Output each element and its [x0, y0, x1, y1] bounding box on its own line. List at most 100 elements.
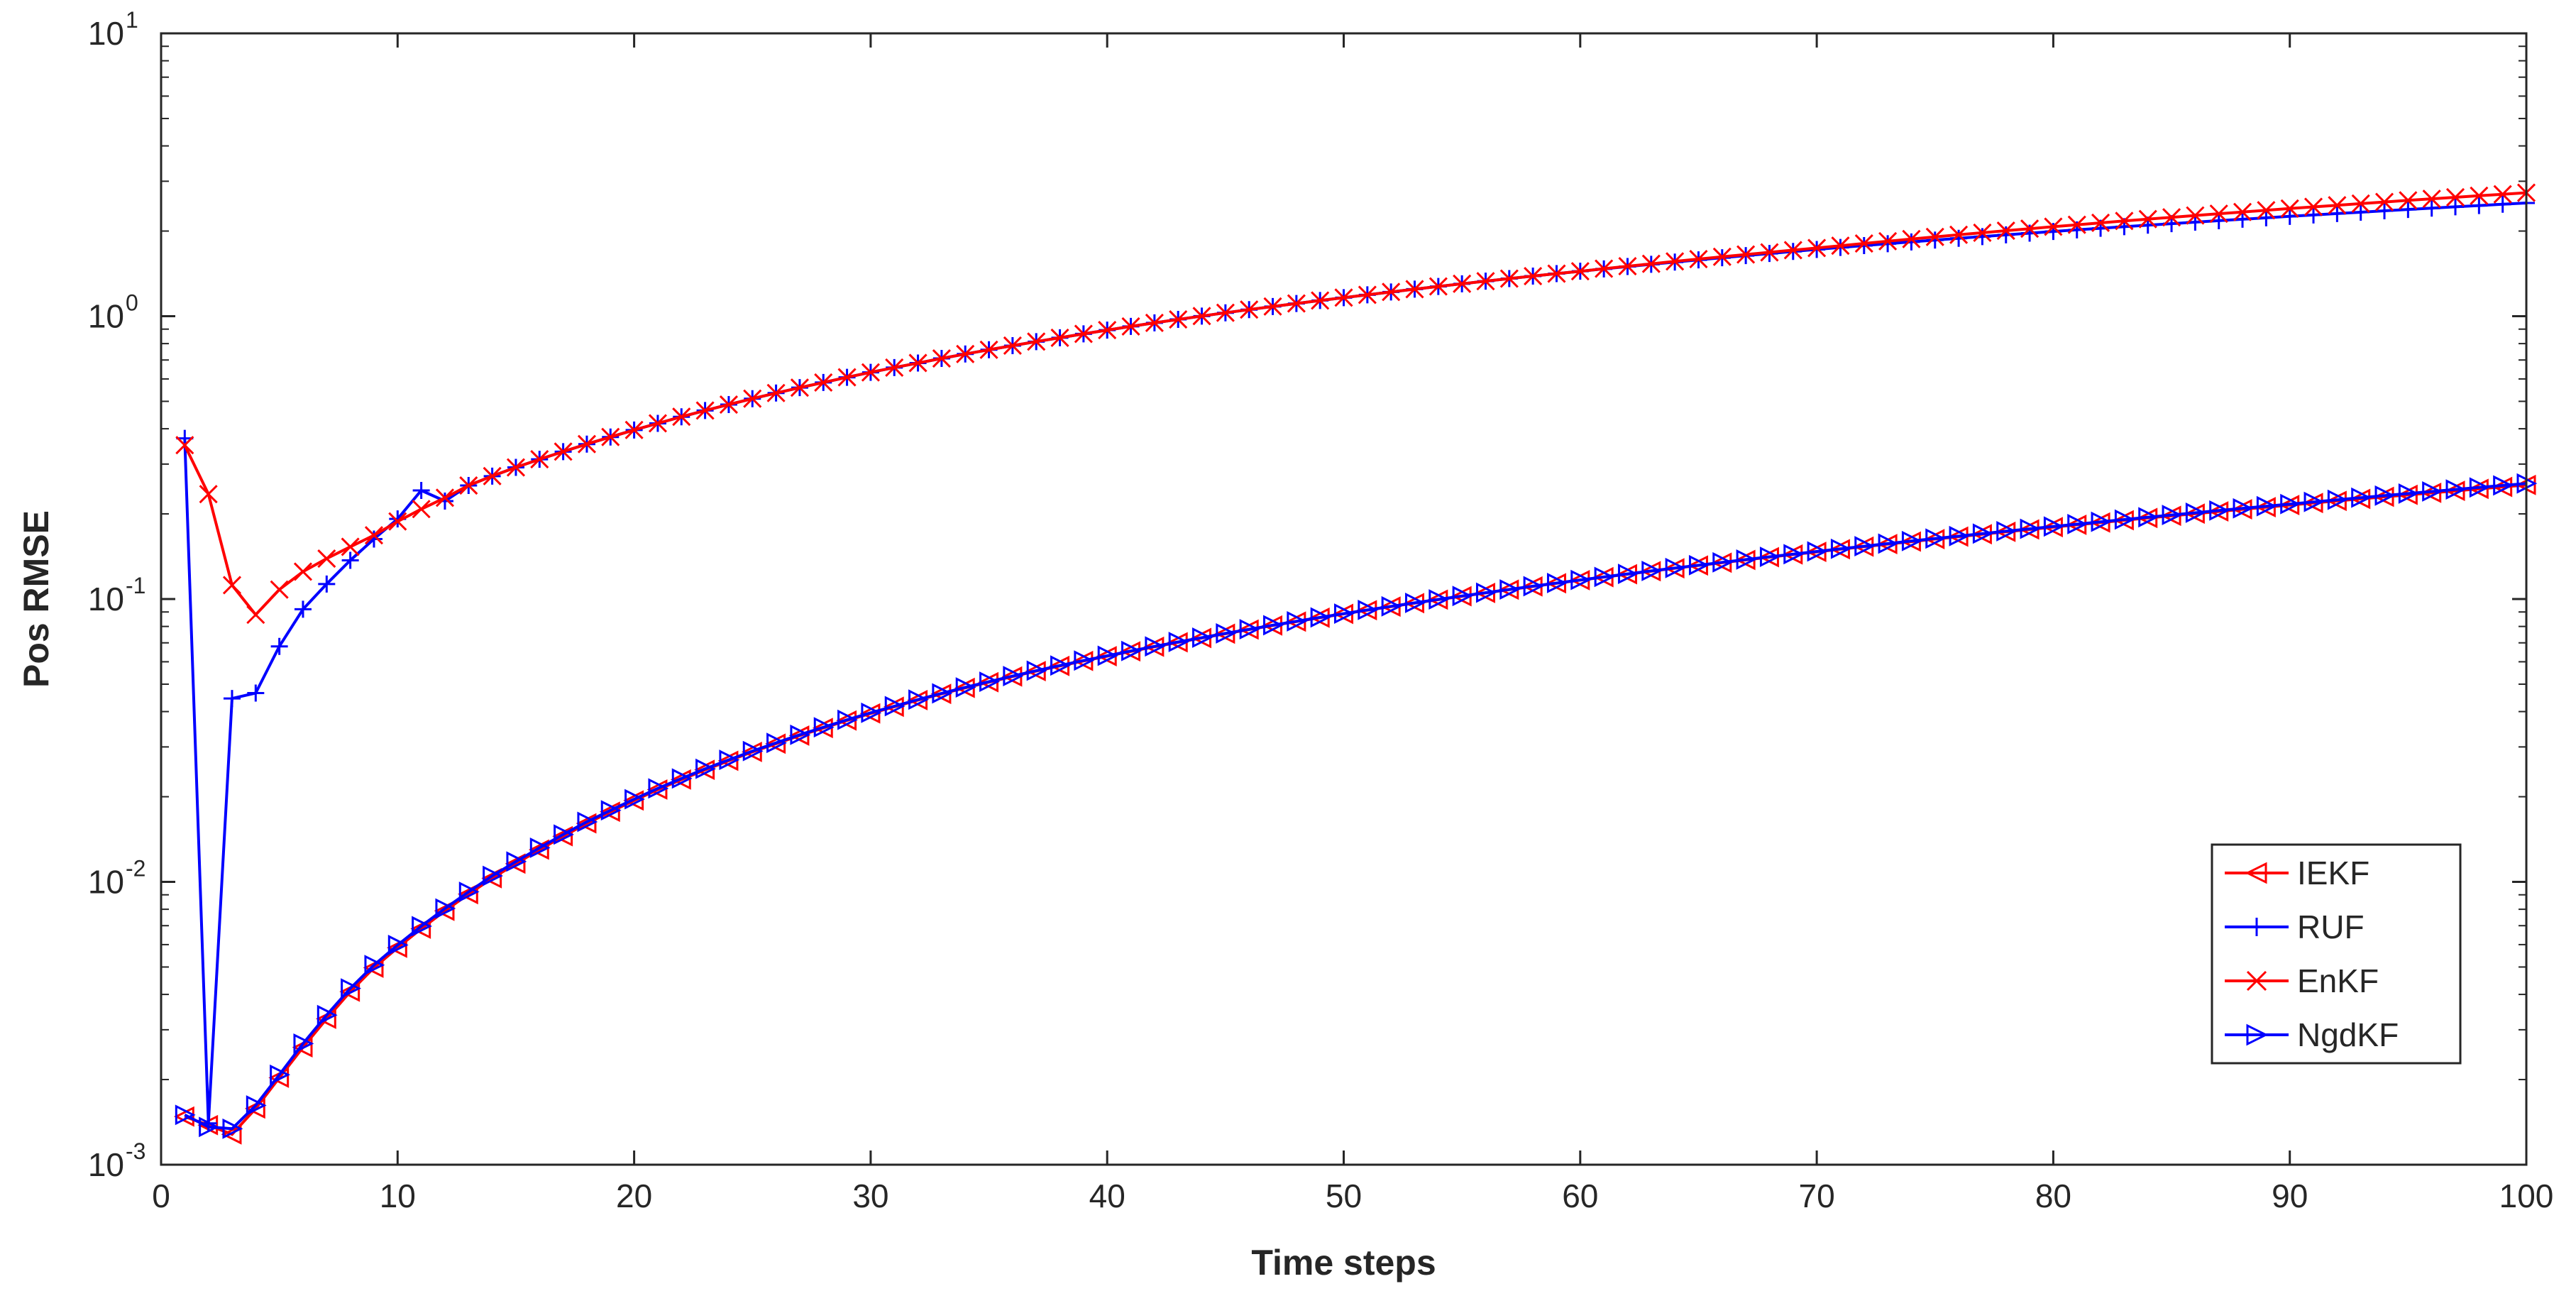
- data-point-ngdkf: [412, 916, 432, 937]
- x-tick-label: 30: [852, 1177, 888, 1214]
- data-point-ngdkf: [1452, 586, 1473, 607]
- data-point-ruf: [1950, 229, 1968, 247]
- data-point-ruf: [318, 575, 336, 593]
- data-point-enkf: [1169, 309, 1188, 329]
- data-point-ruf: [223, 690, 241, 708]
- data-point-enkf: [624, 420, 644, 439]
- data-point-enkf: [2374, 192, 2394, 212]
- data-point-ngdkf: [648, 778, 669, 799]
- data-point-iekf: [2396, 484, 2418, 505]
- data-point-ruf: [294, 600, 312, 618]
- data-point-iekf: [434, 900, 455, 921]
- data-point-ngdkf: [1546, 573, 1568, 593]
- data-point-enkf: [1098, 321, 1117, 340]
- legend-label: RUF: [2297, 908, 2365, 945]
- data-point-iekf: [2444, 480, 2465, 501]
- data-point-enkf: [1902, 229, 1921, 248]
- data-point-ngdkf: [1901, 530, 1922, 551]
- data-point-ruf: [1855, 237, 1873, 254]
- data-point-enkf: [719, 395, 738, 414]
- data-point-ngdkf: [908, 689, 929, 710]
- data-point-enkf: [317, 549, 336, 569]
- legend-item-ruf: RUF: [2225, 908, 2365, 945]
- data-point-ngdkf: [955, 677, 976, 698]
- x-tick-label: 0: [152, 1177, 170, 1214]
- data-point-ngdkf: [435, 898, 456, 919]
- legend-label: NgdKF: [2297, 1016, 2399, 1053]
- data-point-enkf: [601, 427, 620, 446]
- data-point-ngdkf: [577, 811, 598, 833]
- data-point-ngdkf: [1026, 660, 1047, 681]
- data-point-ngdkf: [387, 935, 409, 955]
- y-tick-label: 10: [88, 864, 124, 901]
- data-point-ngdkf: [1334, 603, 1355, 624]
- data-point-ruf: [2257, 209, 2275, 226]
- data-point-ngdkf: [341, 978, 361, 999]
- x-tick-label: 80: [2035, 1177, 2071, 1214]
- data-point-iekf: [576, 813, 597, 834]
- data-point-ngdkf: [2422, 481, 2443, 502]
- data-point-ngdkf: [1192, 627, 1213, 648]
- data-point-ngdkf: [1972, 523, 1993, 544]
- data-point-ruf: [1879, 235, 1897, 253]
- y-tick-label-exponent: 1: [126, 7, 138, 33]
- data-point-ngdkf: [1097, 645, 1118, 666]
- data-point-enkf: [648, 414, 667, 433]
- data-point-enkf: [1736, 245, 1756, 264]
- data-point-ngdkf: [1688, 554, 1710, 576]
- x-tick-label: 90: [2272, 1177, 2308, 1214]
- data-point-enkf: [2445, 187, 2465, 207]
- data-point-ngdkf: [2162, 505, 2183, 526]
- data-point-ngdkf: [199, 1116, 220, 1138]
- data-point-ruf: [341, 551, 359, 569]
- data-point-ruf: [2376, 202, 2394, 220]
- data-point-ngdkf: [506, 851, 527, 872]
- y-tick-label-exponent: 0: [126, 290, 138, 316]
- data-point-ngdkf: [1736, 549, 1757, 570]
- data-point-ngdkf: [1499, 579, 1521, 600]
- x-tick-label: 100: [2499, 1177, 2554, 1214]
- y-tick-label-exponent: -3: [126, 1138, 145, 1164]
- data-point-enkf: [577, 434, 597, 454]
- data-point-enkf: [1074, 324, 1093, 344]
- data-point-ruf: [2281, 207, 2299, 225]
- data-point-ngdkf: [600, 800, 622, 821]
- legend-item-iekf: IEKF: [2225, 855, 2369, 891]
- data-point-ruf: [2352, 203, 2369, 221]
- data-point-enkf: [412, 500, 431, 519]
- data-point-enkf: [1925, 227, 1944, 246]
- legend-swatch-marker: [2246, 1023, 2269, 1046]
- data-point-iekf: [173, 1106, 194, 1127]
- data-point-ruf: [2470, 197, 2488, 214]
- data-point-ngdkf: [529, 838, 551, 858]
- data-point-ngdkf: [270, 1064, 291, 1085]
- data-point-enkf: [1216, 303, 1235, 322]
- data-point-enkf: [1453, 274, 1472, 293]
- data-point-enkf: [2067, 215, 2086, 234]
- data-point-enkf: [1311, 291, 1330, 310]
- data-point-iekf: [481, 867, 502, 889]
- data-point-enkf: [1547, 264, 1566, 283]
- data-point-iekf: [457, 884, 478, 905]
- data-point-enkf: [388, 512, 407, 531]
- series-ngdkf: [175, 473, 2538, 1139]
- data-point-ngdkf: [246, 1095, 267, 1116]
- data-point-ngdkf: [1121, 640, 1142, 661]
- data-point-ngdkf: [2374, 485, 2396, 506]
- data-point-enkf: [1641, 254, 1661, 273]
- data-point-iekf: [2373, 486, 2394, 507]
- data-point-ngdkf: [2138, 507, 2159, 528]
- data-point-ruf: [247, 684, 265, 702]
- data-point-ngdkf: [483, 865, 503, 886]
- data-point-ruf: [2328, 204, 2346, 222]
- data-point-ngdkf: [2233, 498, 2254, 519]
- data-point-ngdkf: [1168, 632, 1189, 652]
- data-point-ruf: [2494, 195, 2511, 213]
- data-point-ngdkf: [2445, 479, 2467, 500]
- data-point-ngdkf: [2209, 500, 2230, 521]
- y-tick-label-exponent: -2: [126, 856, 145, 882]
- data-point-ngdkf: [884, 696, 906, 717]
- data-point-iekf: [552, 825, 573, 847]
- data-point-enkf: [1382, 282, 1401, 302]
